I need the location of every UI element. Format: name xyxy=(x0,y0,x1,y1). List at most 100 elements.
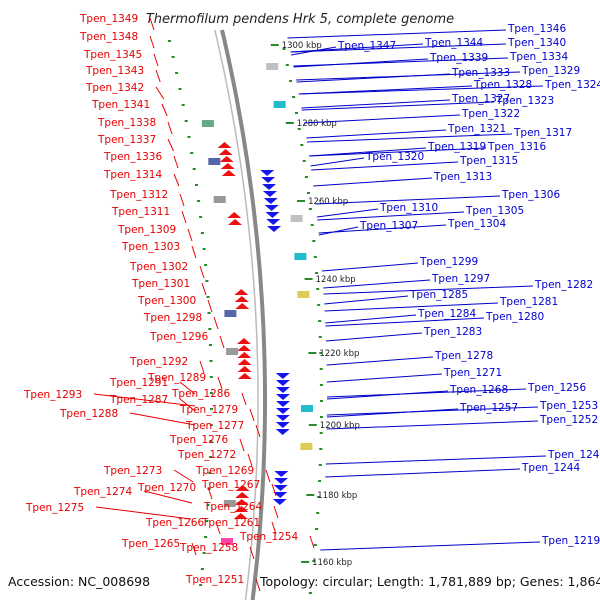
right-gene-label: Tpen_1297 xyxy=(431,273,490,285)
left-gene-label: Tpen_1303 xyxy=(121,241,180,253)
feature-box xyxy=(226,348,239,355)
outer-tick xyxy=(313,256,317,258)
right-gene-label: Tpen_1321 xyxy=(447,123,506,135)
left-label-connector xyxy=(239,438,245,452)
inner-tick xyxy=(206,296,210,298)
forward-gene-arrow xyxy=(275,422,290,428)
right-gene-label: Tpen_1316 xyxy=(487,141,546,153)
left-label-connector xyxy=(191,245,197,259)
inner-tick xyxy=(208,472,212,474)
left-gene-label: Tpen_1251 xyxy=(185,574,244,586)
left-gene-label: Tpen_1343 xyxy=(85,65,144,77)
outer-tick xyxy=(319,416,323,418)
outer-tick xyxy=(319,384,323,386)
outer-tick xyxy=(304,176,308,178)
outer-tick xyxy=(308,592,312,594)
inner-tick xyxy=(181,104,185,106)
right-label-connector xyxy=(296,71,521,81)
left-label-connector xyxy=(217,376,223,390)
right-gene-label: Tpen_1271 xyxy=(443,367,502,379)
right-gene-label: Tpen_1299 xyxy=(419,256,478,268)
left-label-connector xyxy=(213,316,219,330)
inner-tick xyxy=(167,40,171,42)
left-label-connector xyxy=(249,546,255,560)
outer-tick xyxy=(317,304,321,306)
left-label-connector xyxy=(155,69,161,83)
left-label-connector xyxy=(273,505,279,519)
outer-tick xyxy=(289,80,293,82)
forward-gene-arrow xyxy=(275,429,290,435)
left-gene-label: Tpen_1287 xyxy=(109,394,168,406)
forward-gene-arrow xyxy=(272,499,287,505)
left-gene-label: Tpen_1342 xyxy=(85,82,144,94)
reverse-gene-arrow xyxy=(220,163,235,169)
left-label-connector xyxy=(93,393,196,407)
left-gene-label: Tpen_1275 xyxy=(25,502,84,514)
right-gene-label: Tpen_1339 xyxy=(429,52,488,64)
right-gene-label: Tpen_1315 xyxy=(459,155,518,167)
scale-label: 1280 kbp xyxy=(297,119,337,129)
forward-gene-arrow xyxy=(275,401,290,407)
left-gene-label: Tpen_1279 xyxy=(179,404,238,416)
left-gene-label: Tpen_1261 xyxy=(201,517,260,529)
reverse-gene-arrow xyxy=(237,345,252,351)
scale-label: 1240 kbp xyxy=(316,275,356,285)
inner-tick xyxy=(210,392,213,394)
left-gene-label: Tpen_1314 xyxy=(103,169,162,181)
inner-tick xyxy=(184,120,188,122)
outer-tick xyxy=(312,240,316,242)
right-gene-label: Tpen_1329 xyxy=(521,65,580,77)
right-gene-label: Tpen_1282 xyxy=(534,279,593,291)
left-gene-label: Tpen_1272 xyxy=(177,449,236,461)
inner-tick xyxy=(210,408,213,410)
right-gene-label: Tpen_1285 xyxy=(409,289,468,301)
inner-tick xyxy=(206,504,210,506)
left-label-connector xyxy=(191,542,197,556)
inner-arc xyxy=(214,29,259,600)
inner-tick xyxy=(207,312,211,314)
right-gene-label: Tpen_1327 xyxy=(451,93,510,105)
left-label-connector xyxy=(179,381,196,395)
left-label-connector xyxy=(153,53,159,67)
left-label-connector xyxy=(173,155,179,169)
outer-tick xyxy=(313,544,317,546)
outer-tick xyxy=(302,160,306,162)
reverse-gene-arrow xyxy=(234,296,249,302)
right-gene-label: Tpen_1281 xyxy=(499,296,558,308)
reverse-gene-arrow xyxy=(233,513,248,519)
left-label-connector xyxy=(255,424,261,438)
right-label-connector xyxy=(325,317,485,327)
left-label-connector xyxy=(249,408,255,422)
left-label-connector xyxy=(309,535,315,549)
reverse-gene-arrow xyxy=(234,506,249,512)
right-label-connector xyxy=(326,406,539,416)
left-label-connector xyxy=(207,486,213,500)
reverse-gene-arrow xyxy=(235,303,250,309)
right-gene-label: Tpen_1340 xyxy=(507,37,566,49)
outer-tick xyxy=(316,512,320,514)
map-title: Thermofilum pendens Hrk 5, complete geno… xyxy=(146,12,454,27)
outer-tick xyxy=(295,112,298,114)
inner-tick xyxy=(209,344,212,346)
outer-tick xyxy=(318,336,322,338)
right-label-connector xyxy=(301,99,451,109)
feature-box xyxy=(297,291,310,298)
left-label-connector xyxy=(181,210,187,224)
forward-gene-arrow xyxy=(265,212,280,218)
right-label-connector xyxy=(326,356,434,366)
feature-box xyxy=(301,405,313,412)
reverse-gene-arrow xyxy=(227,212,242,218)
right-label-connector xyxy=(324,302,499,312)
left-label-connector xyxy=(199,360,205,374)
left-gene-label: Tpen_1277 xyxy=(185,420,244,432)
right-label-connector xyxy=(306,129,447,139)
left-label-connector xyxy=(155,86,165,100)
feature-box xyxy=(208,158,221,165)
right-gene-label: Tpen_1280 xyxy=(485,311,544,323)
right-gene-label: Tpen_1305 xyxy=(465,205,524,217)
right-gene-label: Tpen_1252 xyxy=(539,414,598,426)
left-gene-label: Tpen_1274 xyxy=(73,486,132,498)
left-label-connector xyxy=(129,412,195,426)
right-gene-label: Tpen_1306 xyxy=(501,189,560,201)
right-label-connector xyxy=(290,43,507,53)
